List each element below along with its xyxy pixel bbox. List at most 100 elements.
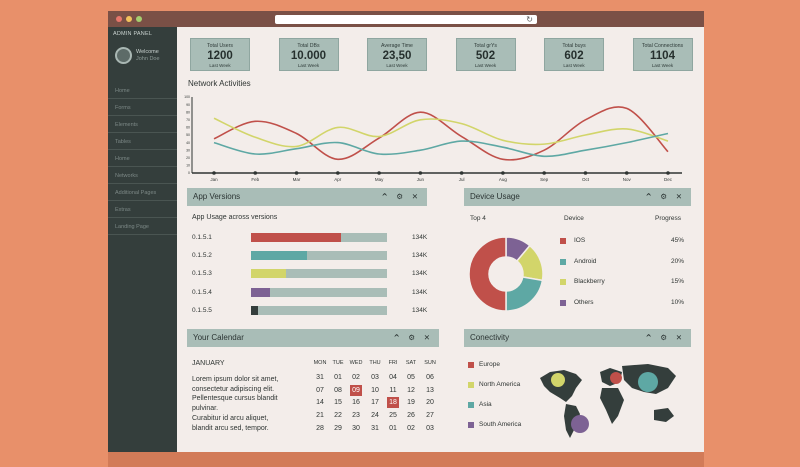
calendar-controls[interactable]: ^ ⚙ ✕ [393, 333, 433, 342]
kpi-card[interactable]: Total Connections 1104 Last Week [632, 38, 693, 71]
calendar-day[interactable]: 27 [426, 412, 434, 420]
minimize-dot[interactable] [126, 16, 132, 22]
window-shadow [108, 452, 704, 467]
x-tick-dot [624, 171, 629, 175]
calendar-day[interactable]: 17 [371, 399, 379, 407]
version-value: 134K [412, 306, 428, 314]
kpi-card[interactable]: Average Time 23,50 Last Week [367, 38, 427, 71]
calendar-day[interactable]: 03 [426, 424, 434, 432]
calendar-day[interactable]: 09 [350, 384, 362, 396]
calendar-day[interactable]: 01 [389, 424, 397, 432]
version-bar-fill [251, 251, 307, 261]
calendar-day[interactable]: 21 [316, 412, 324, 420]
map-marker-asia [638, 372, 658, 392]
calendar-day[interactable]: 18 [387, 397, 399, 409]
x-tick-dot [336, 171, 340, 175]
region-name: Asia [479, 401, 492, 408]
legend-swatch [468, 362, 474, 368]
address-bar[interactable]: ↻ [275, 15, 537, 24]
sidebar-item[interactable]: Landing Page [108, 219, 177, 235]
kpi-card[interactable]: Total DBs 10.000 Last Week [278, 38, 339, 71]
calendar-day[interactable]: 20 [426, 399, 434, 407]
kpi-value: 1104 [650, 50, 675, 62]
calendar-day[interactable]: 29 [334, 424, 342, 432]
calendar-day[interactable]: 02 [352, 374, 360, 381]
user-name: John Doe [136, 56, 160, 62]
calendar-day[interactable]: 06 [426, 374, 434, 381]
calendar-note-line: Lorem ipsum dolor sit amet, [192, 376, 279, 383]
close-dot[interactable] [116, 16, 122, 22]
sidebar-item[interactable]: Forms [108, 100, 177, 116]
x-tick-label: Jan [210, 177, 218, 182]
device-name: Android [574, 257, 597, 265]
calendar-day[interactable]: 25 [389, 412, 397, 420]
kpi-card[interactable]: Total Users 1200 Last Week [190, 38, 250, 71]
x-tick-dot [459, 171, 464, 175]
sidebar-item[interactable]: Extras [108, 202, 177, 218]
calendar-day[interactable]: 02 [407, 424, 415, 432]
series-line-0 [213, 106, 669, 161]
sidebar-item[interactable]: Networks [108, 168, 177, 184]
calendar-day[interactable]: 13 [426, 386, 434, 394]
kpi-card[interactable]: Total buys 602 Last Week [544, 38, 604, 71]
weekday-label: TUE [332, 360, 344, 366]
sidebar-item[interactable]: Home [108, 151, 177, 167]
calendar-day[interactable]: 07 [316, 386, 324, 394]
version-label: 0.1.5.2 [192, 252, 212, 260]
sidebar-item[interactable]: Home [108, 83, 177, 99]
device-column-header: Device [564, 215, 584, 222]
x-tick-dot [294, 171, 299, 175]
kpi-card[interactable]: Total grYs 502 Last Week [455, 38, 516, 71]
calendar-day[interactable]: 12 [407, 386, 415, 394]
x-tick-label: Nov [623, 177, 632, 182]
y-tick-label: 30 [186, 148, 190, 152]
app-versions-title: App Versions [193, 192, 241, 201]
calendar-day[interactable]: 31 [371, 424, 379, 432]
maximize-dot[interactable] [136, 16, 142, 22]
calendar-day[interactable]: 15 [334, 399, 342, 407]
version-bar [251, 287, 387, 297]
calendar-day[interactable]: 16 [352, 399, 360, 407]
calendar-day[interactable]: 10 [371, 386, 379, 394]
version-bar-fill [251, 233, 341, 242]
calendar-day[interactable]: 28 [316, 424, 324, 432]
version-bar-fill [251, 287, 271, 297]
calendar-day[interactable]: 14 [316, 399, 324, 407]
calendar-day[interactable]: 08 [334, 386, 342, 394]
device-usage-controls[interactable]: ^ ⚙ ✕ [645, 192, 685, 201]
app-versions-controls[interactable]: ^ ⚙ ✕ [381, 192, 421, 201]
calendar-day[interactable]: 03 [371, 374, 379, 381]
sidebar-item[interactable]: Additional Pages [108, 185, 177, 201]
calendar-day[interactable]: 04 [389, 374, 397, 381]
donut-slice-ios [468, 236, 507, 312]
region-name: South America [479, 421, 522, 428]
avatar[interactable] [115, 47, 132, 64]
sidebar-item[interactable]: Elements [108, 117, 177, 133]
x-tick-label: Aug [499, 177, 508, 182]
region-name: Europe [479, 361, 500, 368]
donut-slice-android [505, 276, 544, 312]
calendar-day[interactable]: 11 [389, 386, 397, 394]
calendar-day[interactable]: 24 [371, 412, 379, 420]
reload-icon[interactable]: ↻ [526, 15, 533, 24]
calendar-day[interactable]: 05 [407, 374, 415, 381]
calendar-day[interactable]: 23 [352, 412, 360, 420]
legend-swatch [560, 258, 566, 265]
welcome-label: Welcome [136, 49, 159, 55]
x-tick-label: Oct [582, 177, 590, 182]
version-value: 134K [412, 252, 428, 260]
calendar-day[interactable]: 22 [334, 412, 342, 420]
sidebar-item[interactable]: Tables [108, 134, 177, 150]
calendar-day[interactable]: 31 [316, 374, 324, 381]
calendar-day[interactable]: 01 [334, 374, 342, 381]
weekday-label: SAT [405, 360, 417, 366]
x-tick-dot [253, 171, 258, 175]
sidebar-title: ADMIN PANEL [113, 31, 153, 37]
connectivity-controls[interactable]: ^ ⚙ ✕ [645, 333, 685, 342]
map-marker-north-america [551, 373, 565, 387]
calendar-day[interactable]: 26 [407, 412, 415, 420]
calendar-day[interactable]: 19 [407, 399, 415, 407]
calendar-day[interactable]: 30 [352, 424, 360, 432]
device-percent: 15% [671, 278, 685, 285]
calendar-note-line: Curabitur id arcu aliquet, [192, 414, 269, 422]
